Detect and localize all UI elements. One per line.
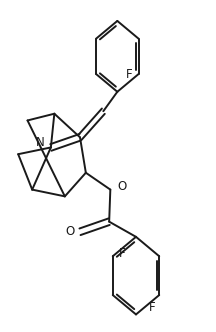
Text: F: F — [148, 301, 155, 314]
Text: O: O — [65, 225, 74, 238]
Text: O: O — [117, 180, 127, 194]
Text: F: F — [119, 247, 125, 260]
Text: N: N — [36, 136, 45, 149]
Text: F: F — [126, 68, 133, 81]
